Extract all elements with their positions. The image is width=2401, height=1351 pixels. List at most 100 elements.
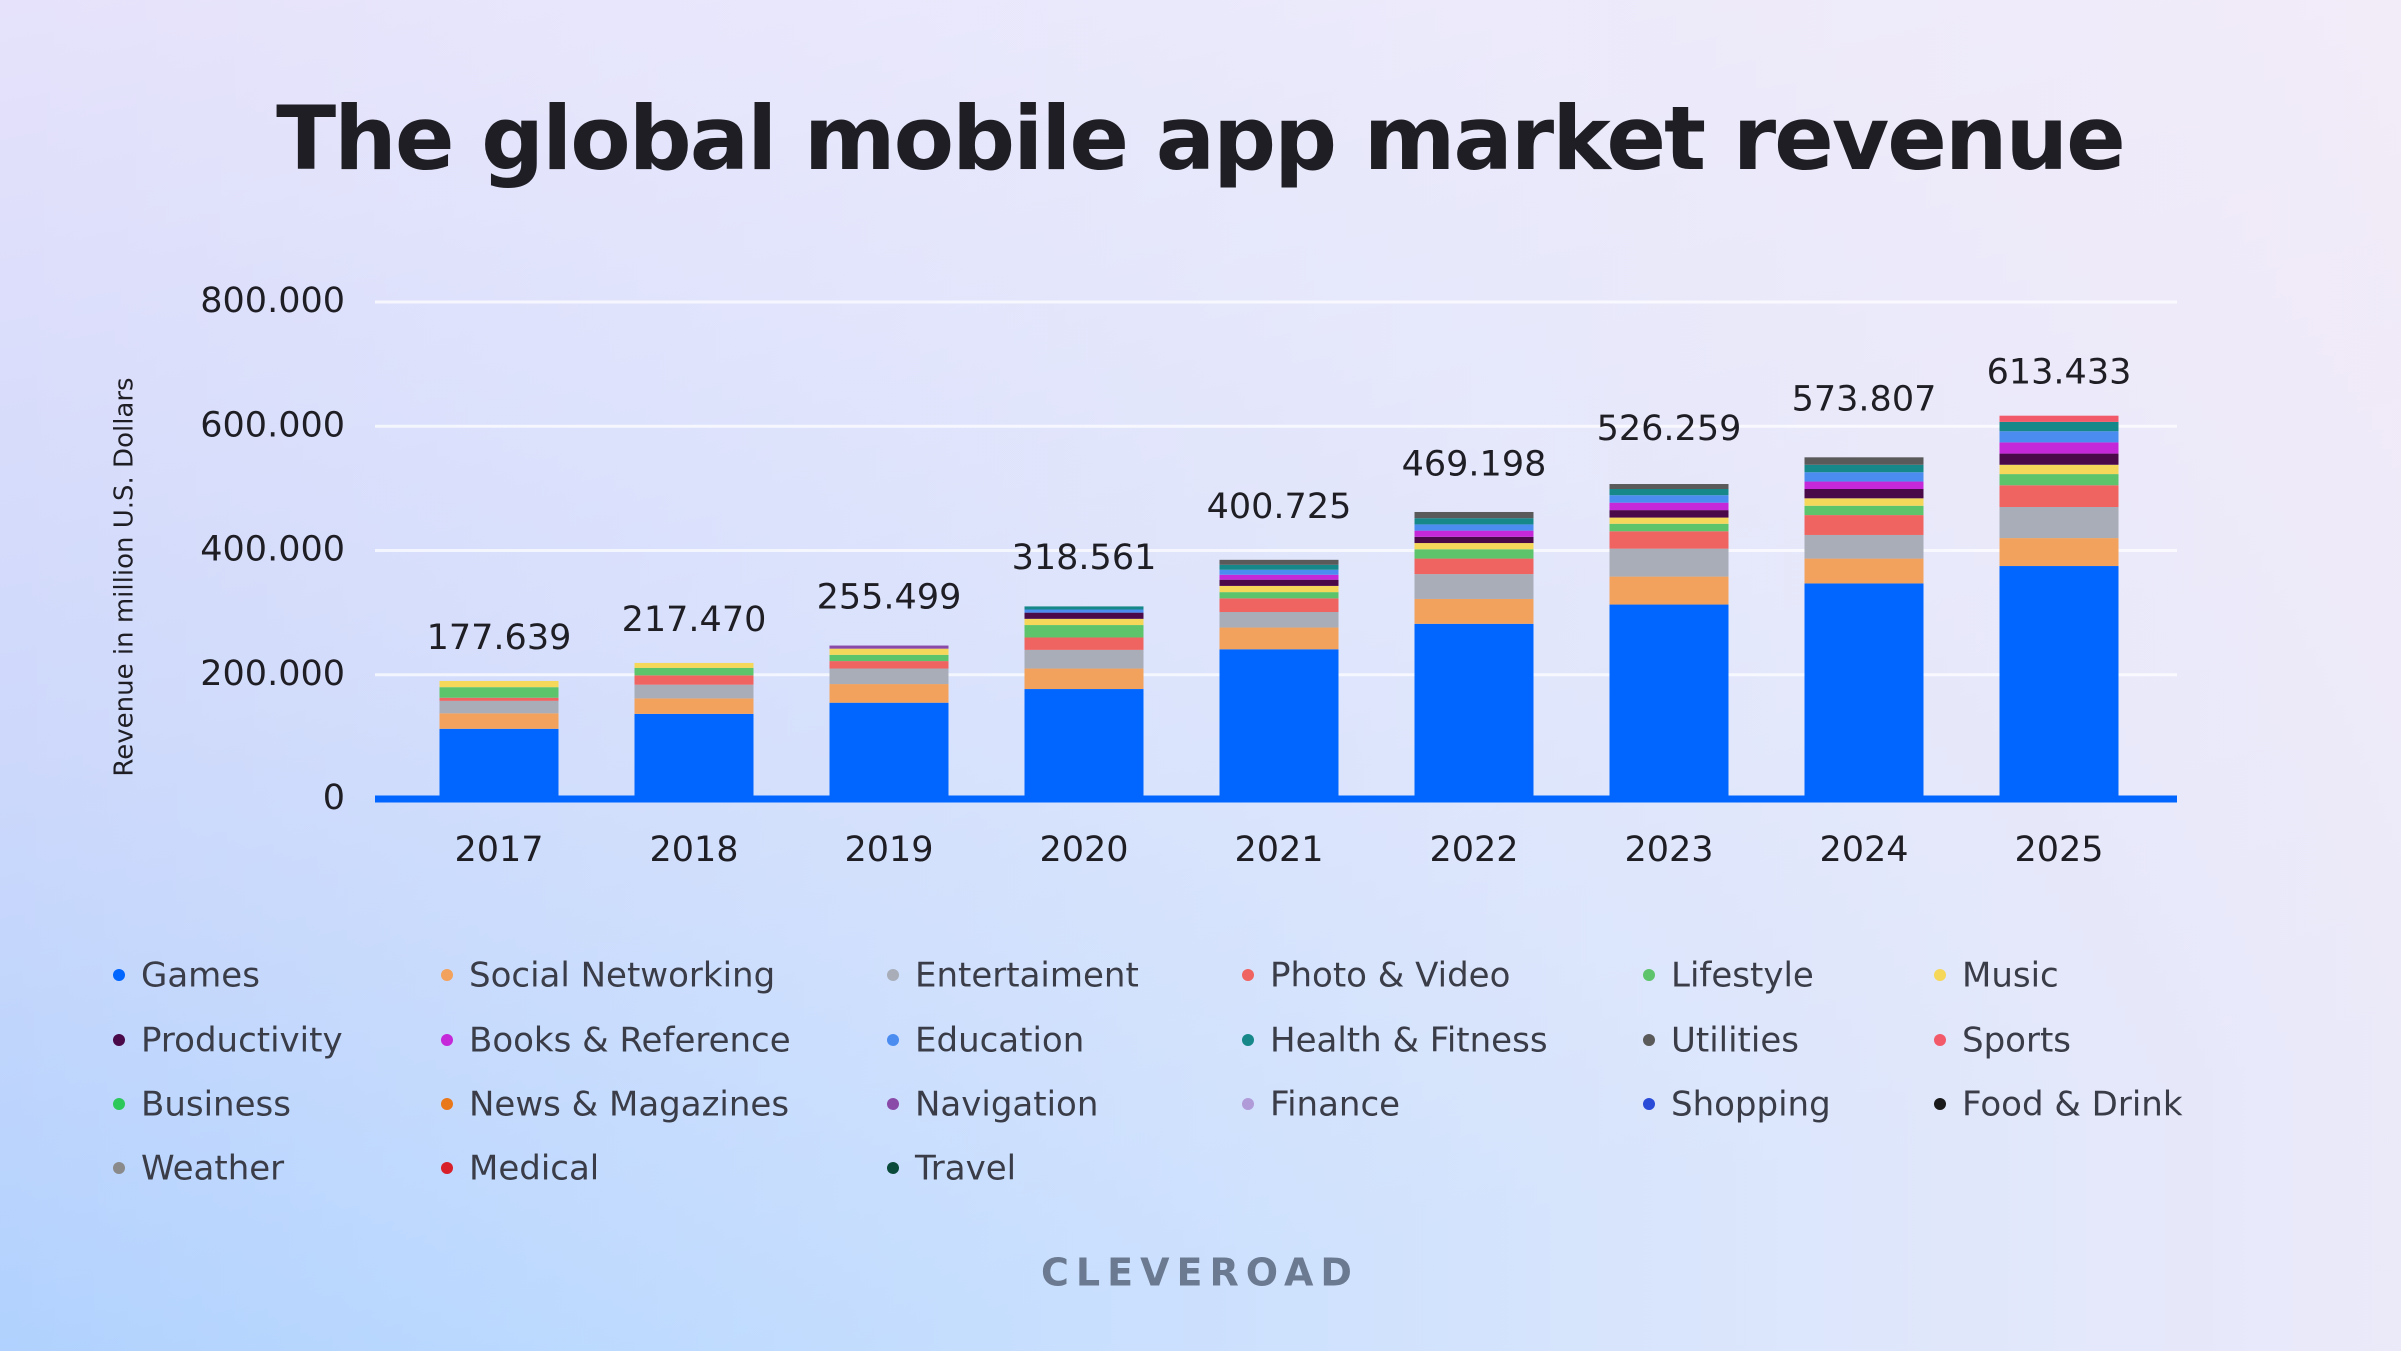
bar-segment: [829, 668, 949, 685]
bar-segment: [1804, 481, 1924, 489]
bar-segment: [1414, 518, 1534, 525]
bar-segment: [1219, 627, 1339, 650]
legend-marker: [887, 1098, 899, 1110]
x-tick-label: 2019: [844, 830, 933, 870]
total-label: 400.725: [1207, 487, 1352, 527]
total-label: 318.561: [1012, 538, 1157, 578]
bar-segment: [1999, 415, 2119, 422]
y-axis-label: Revenue in million U.S. Dollars: [110, 377, 140, 776]
bar-segment: [1024, 637, 1144, 650]
legend-label: Sports: [1962, 1021, 2071, 1061]
bar-segment: [1999, 464, 2119, 475]
legend-marker: [887, 1034, 899, 1046]
total-label: 177.639: [427, 618, 572, 658]
legend-marker: [113, 1098, 125, 1110]
bar-segment: [1609, 502, 1729, 511]
bar-segment: [1804, 558, 1924, 584]
bar-segment: [829, 702, 949, 799]
bar-segment: [1804, 534, 1924, 559]
bar-segment: [829, 684, 949, 703]
bar-segment: [1609, 523, 1729, 532]
legend-marker: [113, 1162, 125, 1174]
legend-label: Books & Reference: [469, 1021, 791, 1061]
bar-segment: [1024, 668, 1144, 690]
bar-segment: [1804, 498, 1924, 506]
chart-title: The global mobile app market revenue: [276, 87, 2124, 190]
legend-label: Photo & Video: [1270, 956, 1510, 996]
bar-segment: [1999, 485, 2119, 508]
bar-segment: [439, 680, 559, 688]
bar-segment: [829, 648, 949, 655]
bar-segment: [439, 697, 559, 701]
bar-segment: [1804, 583, 1924, 799]
bar-segment: [1024, 625, 1144, 638]
bar-segment: [829, 654, 949, 662]
bar-segment: [634, 713, 754, 799]
legend-label: Food & Drink: [1962, 1085, 2183, 1125]
y-tick-label: 400.000: [200, 530, 345, 570]
bar-segment: [1999, 421, 2119, 432]
legend-label: Business: [141, 1085, 291, 1125]
y-tick-label: 800.000: [200, 281, 345, 321]
y-tick-label: 200.000: [200, 654, 345, 694]
bar-segment: [1609, 510, 1729, 518]
bar-segment: [1804, 457, 1924, 465]
bar-segment: [1609, 484, 1729, 489]
bar-segment: [1999, 474, 2119, 486]
x-tick-label: 2021: [1234, 830, 1323, 870]
legend-marker: [887, 1162, 899, 1174]
bar-segment: [439, 713, 559, 729]
bar-segment: [1414, 524, 1534, 531]
total-label: 217.470: [622, 600, 767, 640]
legend-marker: [1643, 1034, 1655, 1046]
legend-marker: [441, 1034, 453, 1046]
x-tick-label: 2024: [1819, 830, 1908, 870]
bar-segment: [1219, 564, 1339, 570]
bar-segment: [634, 662, 754, 668]
bar-segment: [1414, 543, 1534, 550]
bar-segment: [1219, 579, 1339, 586]
legend-label: Travel: [914, 1149, 1016, 1189]
legend-label: Utilities: [1671, 1021, 1799, 1061]
bar-segment: [634, 698, 754, 714]
legend-label: Education: [915, 1021, 1084, 1061]
bar-segment: [1999, 453, 2119, 465]
bar-segment: [1609, 495, 1729, 503]
bar-segment: [1804, 488, 1924, 499]
bar-segment: [1414, 623, 1534, 799]
bar-segment: [1804, 515, 1924, 535]
bar-segment: [1609, 548, 1729, 577]
bar-segment: [1219, 598, 1339, 613]
legend-label: News & Magazines: [469, 1085, 789, 1125]
total-label: 573.807: [1792, 380, 1937, 420]
footer-logo: CLEVEROAD: [1041, 1251, 1359, 1295]
legend-marker: [887, 969, 899, 981]
bar-segment: [1024, 609, 1144, 613]
bar-segment: [1219, 585, 1339, 593]
legend-marker: [1242, 1034, 1254, 1046]
legend-marker: [1643, 1098, 1655, 1110]
legend-label: Entertaiment: [915, 956, 1139, 996]
bar-segment: [1024, 606, 1144, 610]
bar-segment: [1024, 689, 1144, 799]
bar-segment: [829, 645, 949, 649]
bar-segment: [1024, 618, 1144, 626]
bar-segment: [1999, 431, 2119, 443]
bar-segment: [1999, 538, 2119, 567]
legend-label: Health & Fitness: [1270, 1021, 1548, 1061]
total-label: 469.198: [1402, 445, 1547, 485]
x-tick-label: 2023: [1624, 830, 1713, 870]
bar-segment: [1414, 558, 1534, 575]
legend-label: Games: [141, 956, 260, 996]
total-label: 613.433: [1987, 353, 2132, 393]
bar-segment: [1024, 612, 1144, 619]
bar-segment: [1609, 604, 1729, 799]
bar-segment: [439, 700, 559, 714]
bar-segment: [1219, 574, 1339, 580]
legend-marker: [1934, 1034, 1946, 1046]
total-label: 255.499: [817, 577, 962, 617]
bar-segment: [1219, 559, 1339, 565]
legend-marker: [441, 1162, 453, 1174]
bar-segment: [1609, 517, 1729, 524]
legend-marker: [113, 1034, 125, 1046]
